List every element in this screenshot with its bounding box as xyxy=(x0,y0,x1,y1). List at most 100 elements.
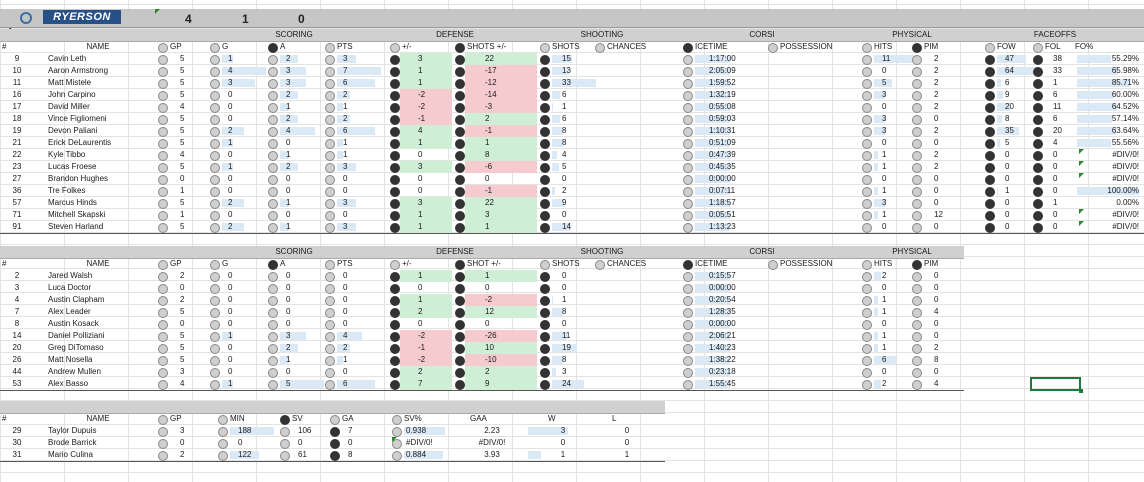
player-row[interactable]: 23 Lucas Froese 5 1 2 3 3 -6 5 0:45:35 1 2 0 0 #DIV/0! xyxy=(0,161,1144,173)
shots[interactable]: 5 xyxy=(562,162,567,171)
goalie-name[interactable]: Taylor Dupuis xyxy=(48,426,97,435)
icetime[interactable]: 0:45:35 xyxy=(709,162,736,171)
assists[interactable]: 0 xyxy=(286,138,291,147)
player-row[interactable]: 4 Austin Clapham 2 0 0 0 1 -2 1 0:20:54 1 0 xyxy=(0,294,1144,306)
shots-plus-minus[interactable]: 10 xyxy=(465,342,537,354)
goals[interactable]: 2 xyxy=(228,198,233,207)
goals[interactable]: 0 xyxy=(228,343,233,352)
goals[interactable]: 0 xyxy=(228,210,233,219)
player-name[interactable]: Alex Basso xyxy=(48,379,89,388)
hits[interactable]: 1 xyxy=(882,162,887,171)
wins[interactable]: 3 xyxy=(560,426,566,435)
penalty-minutes[interactable]: 0 xyxy=(934,295,939,304)
shots-plus-minus[interactable]: -12 xyxy=(465,77,537,89)
hits[interactable]: 1 xyxy=(882,210,887,219)
points[interactable]: 0 xyxy=(343,283,348,292)
icetime[interactable]: 0:55:08 xyxy=(709,102,736,111)
faceoffs-lost[interactable]: 38 xyxy=(1053,54,1062,63)
penalty-minutes[interactable]: 2 xyxy=(934,54,939,63)
penalty-minutes[interactable]: 0 xyxy=(934,283,939,292)
goalie-name[interactable]: Mario Culina xyxy=(48,450,93,459)
goalie-number[interactable]: 30 xyxy=(12,438,22,447)
plus-minus[interactable]: -1 xyxy=(400,113,452,125)
shots-plus-minus[interactable]: -10 xyxy=(465,354,537,366)
goalie-row[interactable]: 29 Taylor Dupuis 3 188 106 7 0.938 2.23 3 0 xyxy=(0,425,1144,437)
faceoffs-lost[interactable]: 33 xyxy=(1053,66,1062,75)
assists[interactable]: 3 xyxy=(286,331,291,340)
icetime[interactable]: 0:23:18 xyxy=(709,367,736,376)
games-played[interactable]: 5 xyxy=(180,126,185,135)
goals[interactable]: 0 xyxy=(228,271,233,280)
hits[interactable]: 1 xyxy=(882,150,887,159)
icetime[interactable]: 1:17:00 xyxy=(709,54,736,63)
hits[interactable]: 1 xyxy=(882,343,887,352)
player-row[interactable]: 91 Steven Harland 5 2 1 3 1 1 14 1:13:23 0 0 0 0 #DIV/… xyxy=(0,221,1144,233)
faceoffs-won[interactable]: 0 xyxy=(1005,150,1010,159)
shots[interactable]: 6 xyxy=(562,114,567,123)
faceoffs-lost[interactable]: 6 xyxy=(1053,114,1058,123)
shots-plus-minus[interactable]: -1 xyxy=(465,185,537,197)
shots-plus-minus[interactable]: 0 xyxy=(485,283,490,292)
icetime[interactable]: 0:00:00 xyxy=(709,174,736,183)
shots[interactable]: 14 xyxy=(562,222,571,231)
penalty-minutes[interactable]: 0 xyxy=(934,331,939,340)
faceoffs-won[interactable]: 0 xyxy=(1005,174,1010,183)
shots-plus-minus[interactable]: -14 xyxy=(465,89,537,101)
points[interactable]: 3 xyxy=(343,198,348,207)
player-name[interactable]: Matt Nosella xyxy=(48,355,93,364)
wins[interactable]: 0 xyxy=(560,438,566,447)
icetime[interactable]: 1:59:52 xyxy=(709,78,736,87)
shots-plus-minus[interactable]: 22 xyxy=(465,53,537,65)
player-row[interactable]: 8 Austin Kosack 0 0 0 0 0 0 0 0:00:00 0 0 xyxy=(0,318,1144,330)
shots[interactable]: 1 xyxy=(562,295,567,304)
record-value[interactable]: 4 xyxy=(185,12,192,26)
faceoff-percentage[interactable]: #DIV/0! xyxy=(1112,150,1139,159)
games-played[interactable]: 1 xyxy=(180,210,185,219)
plus-minus[interactable]: 1 xyxy=(400,65,452,77)
hits[interactable]: 0 xyxy=(882,138,887,147)
games-played[interactable]: 5 xyxy=(180,198,185,207)
goals[interactable]: 0 xyxy=(228,174,233,183)
hits[interactable]: 0 xyxy=(882,283,887,292)
player-name[interactable]: Steven Harland xyxy=(48,222,104,231)
hits[interactable]: 3 xyxy=(882,198,887,207)
faceoff-percentage[interactable]: 55.56% xyxy=(1111,138,1139,147)
player-name[interactable]: John Carpino xyxy=(48,90,96,99)
player-number[interactable]: 23 xyxy=(12,162,22,171)
penalty-minutes[interactable]: 0 xyxy=(934,367,939,376)
points[interactable]: 2 xyxy=(343,343,348,352)
games-played[interactable]: 3 xyxy=(180,367,185,376)
player-number[interactable]: 27 xyxy=(12,174,22,183)
faceoffs-lost[interactable]: 11 xyxy=(1053,102,1062,111)
assists[interactable]: 2 xyxy=(286,114,291,123)
goals[interactable]: 0 xyxy=(228,114,233,123)
assists[interactable]: 1 xyxy=(286,150,291,159)
games-played[interactable]: 0 xyxy=(180,283,185,292)
games-played[interactable]: 5 xyxy=(180,162,185,171)
player-number[interactable]: 2 xyxy=(14,271,20,280)
record-value[interactable]: 1 xyxy=(242,12,249,26)
faceoffs-lost[interactable]: 4 xyxy=(1053,138,1058,147)
icetime[interactable]: 2:06:21 xyxy=(709,331,736,340)
shots-plus-minus[interactable]: 2 xyxy=(465,113,537,125)
points[interactable]: 7 xyxy=(343,66,348,75)
goals[interactable]: 0 xyxy=(228,355,233,364)
plus-minus[interactable]: 0 xyxy=(418,150,423,159)
shots[interactable]: 13 xyxy=(562,66,571,75)
player-row[interactable]: 36 Tre Folkes 1 0 0 0 0 -1 2 0:07:11 1 0 1 0 100.00% xyxy=(0,185,1144,197)
player-row[interactable]: 26 Matt Nosella 5 0 1 1 -2 -10 8 1:38:22 6 8 xyxy=(0,354,1144,366)
points[interactable]: 2 xyxy=(343,90,348,99)
faceoffs-lost[interactable]: 0 xyxy=(1053,174,1058,183)
player-name[interactable]: Austin Kosack xyxy=(48,319,99,328)
faceoffs-lost[interactable]: 0 xyxy=(1053,210,1058,219)
player-row[interactable]: 21 Erick DeLaurentis 5 1 0 1 1 1 8 0:51:09 0 0 5 4 55.… xyxy=(0,137,1144,149)
assists[interactable]: 0 xyxy=(286,319,291,328)
losses[interactable]: 0 xyxy=(624,426,630,435)
wins[interactable]: 1 xyxy=(560,450,566,459)
games-played[interactable]: 4 xyxy=(180,150,185,159)
games-played[interactable]: 5 xyxy=(180,78,185,87)
faceoffs-lost[interactable]: 20 xyxy=(1053,126,1062,135)
plus-minus[interactable]: 1 xyxy=(400,270,452,282)
points[interactable]: 0 xyxy=(343,367,348,376)
faceoff-percentage[interactable]: 63.64% xyxy=(1111,126,1139,135)
